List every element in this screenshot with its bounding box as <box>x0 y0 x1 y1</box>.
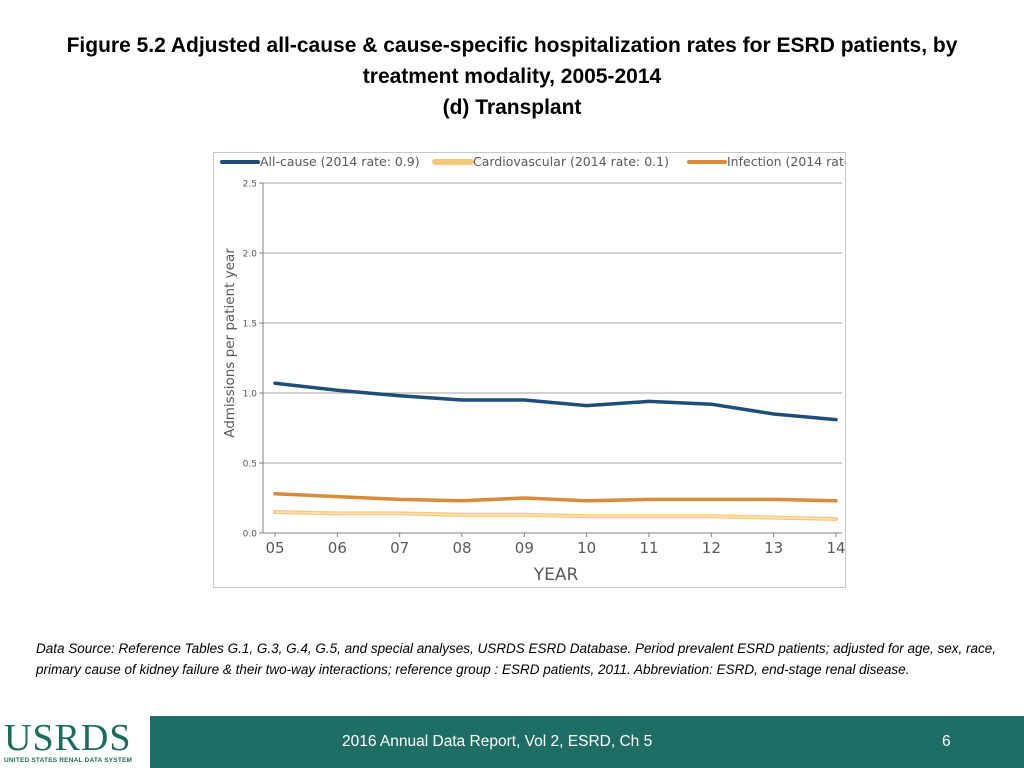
y-tick-label: 1.0 <box>243 390 258 400</box>
y-tick-label: 0.0 <box>243 530 258 540</box>
logo-subtitle: UNITED STATES RENAL DATA SYSTEM <box>4 757 133 764</box>
chart-frame: 0.0 0.5 1.0 1.5 2.0 2.5 05 06 07 08 09 10 11 12 13 14 YE… <box>213 152 846 588</box>
y-tick-label: 2.0 <box>243 250 258 260</box>
x-tick-label: 11 <box>639 539 658 557</box>
legend-label-2: Infection (2014 rate: 0.2) <box>727 154 845 169</box>
y-tick-label: 1.5 <box>243 320 257 330</box>
title-line-1: Figure 5.2 Adjusted all-cause & cause-sp… <box>66 34 958 57</box>
page-number: 6 <box>942 733 951 750</box>
x-tick-label: 09 <box>515 539 534 557</box>
usrds-logo: USRDS UNITED STATES RENAL DATA SYSTEM <box>0 716 150 768</box>
legend-label-0: All-cause (2014 rate: 0.9) <box>260 154 420 169</box>
title-line-3: (d) Transplant <box>442 96 582 119</box>
series-line-1-highlight <box>274 511 837 520</box>
x-tick-label: 13 <box>764 539 783 557</box>
data-source-footnote: Data Source: Reference Tables G.1, G.3, … <box>36 641 996 677</box>
x-tick-label: 10 <box>577 539 596 557</box>
x-tick-label: 07 <box>390 539 409 557</box>
title-line-2: treatment modality, 2005-2014 <box>362 65 662 88</box>
y-tick-label: 0.5 <box>243 460 257 470</box>
x-tick-label: 06 <box>328 539 347 557</box>
y-axis-title: Admissions per patient year <box>222 248 238 438</box>
figure-title: Figure 5.2 Adjusted all-cause & cause-sp… <box>20 30 1004 123</box>
series-line-0 <box>273 381 838 422</box>
x-axis-title: YEAR <box>533 565 579 585</box>
series-line-2 <box>273 492 838 503</box>
logo-text: USRDS <box>4 717 132 759</box>
line-chart: 0.0 0.5 1.0 1.5 2.0 2.5 05 06 07 08 09 10 11 12 13 14 YE… <box>220 154 845 585</box>
x-tick-label: 05 <box>265 539 284 557</box>
x-tick-label: 12 <box>702 539 721 557</box>
footer-bar: USRDS UNITED STATES RENAL DATA SYSTEM 20… <box>0 716 1024 768</box>
legend-label-1: Cardiovascular (2014 rate: 0.1) <box>473 154 669 169</box>
x-tick-label: 14 <box>826 539 845 557</box>
y-tick-label: 2.5 <box>243 180 257 190</box>
report-title: 2016 Annual Data Report, Vol 2, ESRD, Ch… <box>342 733 653 750</box>
x-tick-label: 08 <box>452 539 471 557</box>
